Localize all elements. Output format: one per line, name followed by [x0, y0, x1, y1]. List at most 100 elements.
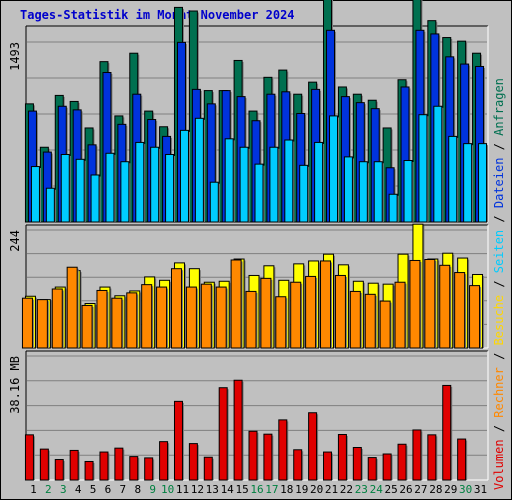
bar-seiten-9	[150, 146, 161, 223]
bar-seiten-15	[239, 146, 250, 223]
bar-seiten-11	[179, 129, 190, 223]
bar-seiten-14	[224, 138, 235, 223]
bar-seiten-6	[105, 152, 116, 223]
bar-volumen-11	[173, 400, 184, 481]
bar-volumen-23	[352, 447, 363, 481]
bar-volumen-17	[263, 433, 274, 481]
bar-seiten-19	[299, 164, 310, 223]
bar-volumen-29	[442, 384, 453, 481]
bar-rechner-16	[245, 290, 258, 349]
x-tick-label: 15	[235, 483, 248, 496]
x-tick-label: 7	[120, 483, 127, 496]
bar-seiten-8	[135, 141, 146, 223]
bar-seiten-28	[433, 105, 444, 223]
bar-volumen-24	[367, 457, 378, 481]
bar-rechner-14	[215, 286, 228, 349]
bar-rechner-22	[334, 274, 347, 349]
bar-volumen-14	[218, 387, 229, 481]
bar-rechner-27	[409, 259, 422, 349]
x-tick-label: 19	[295, 483, 308, 496]
legend-entry: /	[492, 345, 506, 367]
bar-seiten-3	[60, 153, 71, 223]
x-tick-label: 6	[105, 483, 112, 496]
legend-entry: Seiten	[492, 230, 506, 273]
bar-rechner-10	[156, 286, 169, 349]
x-tick-label: 23	[355, 483, 368, 496]
x-tick-label: 13	[206, 483, 219, 496]
bar-seiten-26	[403, 160, 414, 223]
bar-seiten-2	[45, 187, 56, 223]
bar-volumen-12	[188, 443, 199, 481]
panel-bottom: 38.16 MB	[8, 350, 489, 481]
legend-entry: /	[492, 273, 506, 295]
bar-rechner-19	[290, 281, 303, 349]
x-tick-label: 12	[191, 483, 204, 496]
x-tick-label: 28	[429, 483, 442, 496]
bar-seiten-29	[448, 135, 459, 223]
bar-rechner-23	[349, 290, 362, 349]
bar-volumen-30	[457, 438, 468, 481]
bar-rechner-30	[454, 272, 467, 349]
bar-rechner-8	[126, 292, 139, 349]
legend-entry: /	[492, 418, 506, 440]
bar-volumen-6	[99, 451, 110, 481]
legend-entry: Anfragen	[492, 78, 506, 136]
bar-volumen-22	[337, 434, 348, 481]
bar-rechner-31	[469, 285, 482, 349]
bar-volumen-5	[84, 460, 95, 481]
bar-seiten-5	[90, 174, 101, 223]
legend-entry: Volumen	[492, 439, 506, 490]
x-tick-label: 24	[370, 483, 384, 496]
bar-volumen-20	[308, 412, 319, 481]
bar-volumen-13	[203, 456, 214, 481]
bar-rechner-12	[185, 286, 198, 349]
bar-seiten-7	[120, 161, 131, 223]
bar-rechner-24	[364, 293, 377, 349]
bar-rechner-9	[141, 284, 154, 349]
bar-volumen-21	[323, 451, 334, 481]
bar-seiten-31	[478, 143, 489, 223]
x-tick-label: 27	[414, 483, 427, 496]
bar-rechner-15	[230, 259, 243, 349]
bar-volumen-10	[159, 441, 170, 481]
bar-rechner-13	[200, 283, 213, 349]
bar-seiten-22	[343, 156, 354, 223]
x-tick-label: 1	[30, 483, 37, 496]
chart-title: Tages-Statistik im Monat November 2024	[20, 8, 295, 22]
x-tick-label: 14	[221, 483, 235, 496]
bar-rechner-29	[439, 264, 452, 349]
x-tick-label: 2	[45, 483, 52, 496]
x-axis-labels: 1 2 3 4 5 6 7 8 9 10 11 12 13 14 15 16 17 18 19 20 21 22 23 24 2…	[30, 483, 487, 496]
legend-entry: Besuche	[492, 295, 506, 346]
bar-seiten-18	[284, 139, 295, 223]
bar-volumen-28	[427, 434, 438, 481]
bar-rechner-17	[260, 277, 273, 349]
bar-rechner-11	[170, 268, 183, 349]
bar-rechner-5	[81, 304, 94, 349]
bar-volumen-16	[248, 430, 259, 481]
x-tick-label: 31	[474, 483, 487, 496]
bar-volumen-2	[39, 448, 50, 481]
x-tick-label: 17	[265, 483, 278, 496]
bar-volumen-27	[412, 429, 423, 481]
bar-volumen-18	[278, 419, 289, 481]
x-tick-label: 26	[399, 483, 412, 496]
x-tick-label: 5	[90, 483, 97, 496]
bar-seiten-4	[75, 158, 86, 223]
bar-seiten-16	[254, 163, 265, 223]
panel-max-label: 244	[8, 230, 22, 252]
bar-seiten-30	[463, 143, 474, 223]
legend-entry: Rechner	[492, 367, 506, 418]
bar-rechner-25	[379, 300, 392, 349]
bar-volumen-7	[114, 447, 125, 481]
bar-seiten-10	[165, 153, 176, 223]
x-tick-label: 20	[310, 483, 323, 496]
bar-seiten-20	[314, 141, 325, 223]
bar-rechner-3	[51, 288, 64, 349]
bar-seiten-25	[388, 193, 399, 223]
x-tick-label: 11	[176, 483, 189, 496]
bar-seiten-27	[418, 114, 429, 223]
bar-rechner-21	[320, 260, 333, 349]
bar-rechner-2	[36, 299, 49, 349]
bar-volumen-15	[233, 379, 244, 481]
